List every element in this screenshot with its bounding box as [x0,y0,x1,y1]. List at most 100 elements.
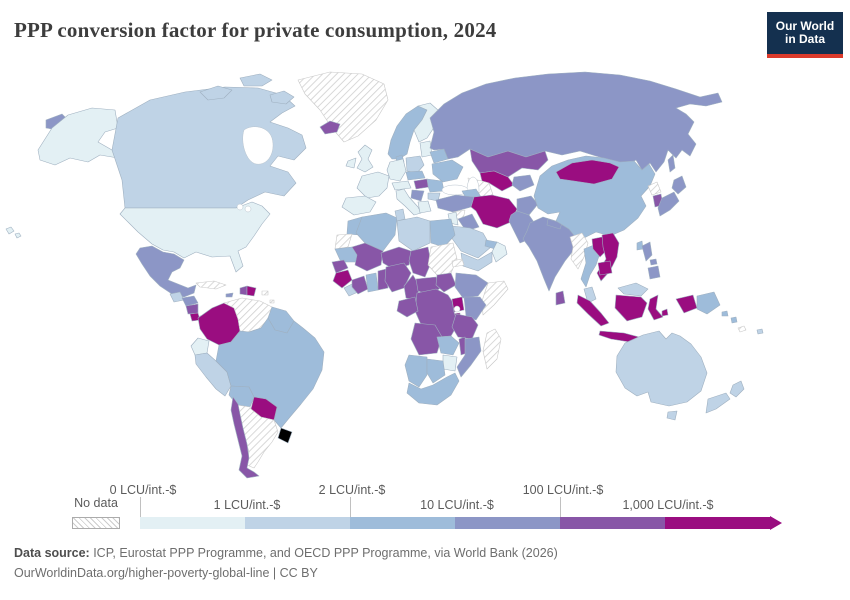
country-hungary[interactable] [413,178,430,190]
country-solomon-islands[interactable] [721,310,738,324]
country-taiwan[interactable] [636,240,644,251]
country-madagascar[interactable] [482,328,502,370]
country-sudan[interactable] [427,242,458,276]
country-cote-divoire[interactable] [351,275,369,295]
legend-band-2-10[interactable] [350,517,455,529]
country-western-sahara[interactable] [334,233,353,250]
country-indonesia-west-papua[interactable] [675,294,698,314]
country-philippines-visayas[interactable] [649,258,658,266]
country-saudi-arabia[interactable] [450,225,492,259]
country-greece[interactable] [417,200,432,214]
country-romania[interactable] [426,178,445,193]
country-iberia[interactable] [341,195,377,216]
country-russia-sakhalin[interactable] [667,154,676,173]
country-baltics[interactable] [419,140,433,158]
country-poland[interactable] [405,155,425,174]
country-jamaica[interactable] [225,292,234,298]
country-namibia[interactable] [404,354,428,388]
country-philippines-mindanao[interactable] [647,265,661,280]
legend-band-10-100[interactable] [455,517,560,529]
country-peru[interactable] [194,352,232,397]
legend-color-bar[interactable] [140,517,770,529]
country-finland[interactable] [413,102,440,143]
country-botswana[interactable] [426,358,446,384]
country-greenland[interactable] [297,71,389,143]
country-malaysia-peninsula[interactable] [583,286,597,304]
country-yemen[interactable] [460,251,493,272]
country-mozambique[interactable] [456,336,482,378]
country-uk[interactable] [356,144,374,173]
country-myanmar[interactable] [569,232,589,270]
country-guinea-sierra-leone[interactable] [332,269,353,289]
country-puerto-rico[interactable] [261,290,269,296]
country-papua-new-guinea[interactable] [696,291,721,315]
legend-band-100-1000[interactable] [560,517,665,529]
country-angola[interactable] [410,322,443,356]
country-ecuador[interactable] [190,337,210,356]
country-honduras[interactable] [181,295,199,307]
country-japan-main[interactable] [657,191,680,217]
country-alaska[interactable] [37,107,119,166]
country-zambia[interactable] [436,335,460,356]
country-chile[interactable] [230,396,260,479]
country-indonesia-sumatra[interactable] [576,294,610,327]
country-zimbabwe[interactable] [442,354,458,372]
country-egypt[interactable] [429,218,456,248]
country-canada-arctic-3[interactable] [269,90,295,105]
country-dominican-republic[interactable] [246,285,257,297]
country-japan-north[interactable] [671,175,687,195]
country-usa[interactable] [119,201,271,273]
legend-no-data-swatch[interactable] [72,517,120,529]
country-france[interactable] [356,171,390,199]
country-germany[interactable] [386,158,407,182]
country-sri-lanka[interactable] [555,290,566,306]
country-libya[interactable] [396,216,431,252]
owid-logo[interactable]: Our World in Data [767,12,843,58]
country-switzerland-austria[interactable] [391,180,412,191]
country-nigeria[interactable] [384,262,412,293]
country-cambodia[interactable] [597,260,613,276]
country-congo-gabon[interactable] [396,296,419,318]
country-czech-slovakia[interactable] [405,170,426,181]
country-canada-arctic-1[interactable] [199,85,233,101]
country-serbia-balkans[interactable] [410,189,425,202]
country-haiti[interactable] [239,285,248,296]
country-south-africa[interactable] [406,372,460,406]
country-fiji[interactable] [756,328,764,335]
country-afghanistan[interactable] [516,195,539,216]
country-indonesia-sulawesi[interactable] [647,294,664,321]
country-new-caledonia[interactable] [737,325,747,333]
country-mexico[interactable] [135,245,197,298]
country-algeria[interactable] [355,212,398,252]
country-nicaragua[interactable] [185,303,199,315]
country-indonesia-kalimantan[interactable] [614,294,648,322]
country-mongolia[interactable] [555,159,620,185]
country-uruguay[interactable] [277,427,293,444]
country-north-korea[interactable] [647,181,662,196]
country-south-sudan[interactable] [435,272,457,293]
country-kenya[interactable] [463,296,487,321]
country-new-zealand-south[interactable] [705,392,731,414]
country-ukraine[interactable] [431,159,464,183]
country-hawaii[interactable] [5,226,22,239]
country-kyrgyzstan-tajikistan[interactable] [511,174,535,192]
country-senegal[interactable] [331,259,349,274]
country-iran[interactable] [470,194,518,229]
country-philippines-luzon[interactable] [641,241,653,262]
country-canada-arctic-2[interactable] [239,73,273,87]
legend-band-1-2[interactable] [245,517,350,529]
country-mali[interactable] [351,242,384,272]
country-ethiopia[interactable] [454,272,489,299]
legend-band-1000-plus[interactable] [665,517,770,529]
country-australia-tasmania[interactable] [666,410,678,421]
country-oman[interactable] [491,241,508,263]
country-australia[interactable] [615,330,708,407]
country-tunisia[interactable] [394,208,406,222]
country-eritrea[interactable] [451,258,465,268]
country-malaysia-borneo[interactable] [617,282,649,297]
country-cuba[interactable] [195,280,227,290]
country-ireland[interactable] [345,157,357,169]
legend-band-0-1[interactable] [140,517,245,529]
country-chad[interactable] [408,246,432,278]
country-canada[interactable] [111,86,307,209]
